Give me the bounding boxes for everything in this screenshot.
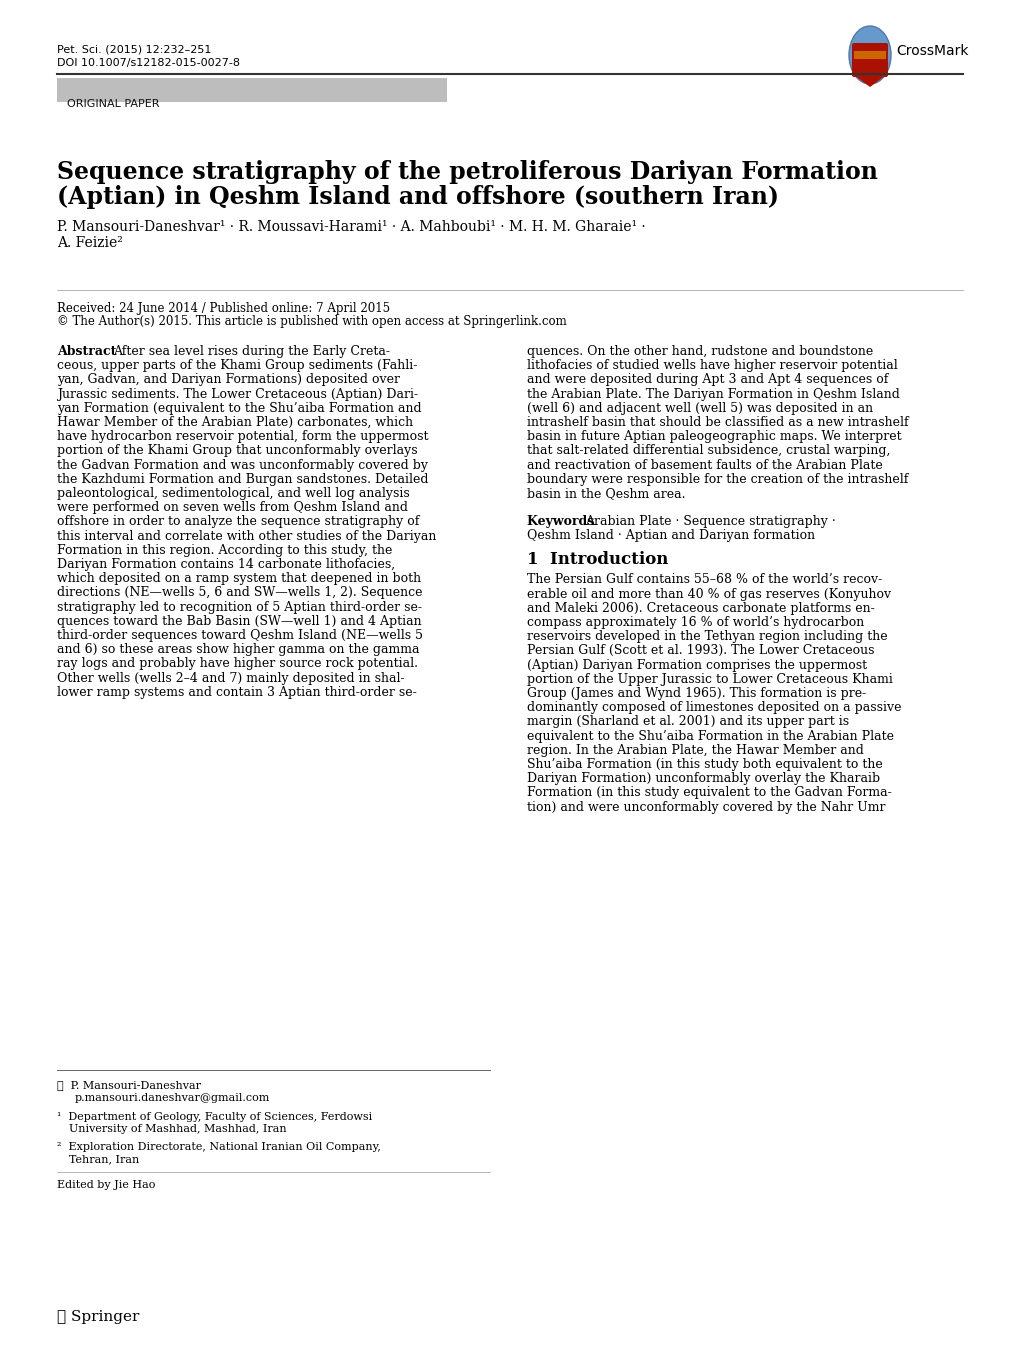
Text: (Aptian) in Qeshm Island and offshore (southern Iran): (Aptian) in Qeshm Island and offshore (s… (57, 186, 779, 209)
Text: region. In the Arabian Plate, the Hawar Member and: region. In the Arabian Plate, the Hawar … (527, 744, 863, 757)
Text: Keywords: Keywords (527, 515, 602, 528)
Text: © The Author(s) 2015. This article is published with open access at Springerlink: © The Author(s) 2015. This article is pu… (57, 314, 567, 328)
Text: and Maleki 2006). Cretaceous carbonate platforms en-: and Maleki 2006). Cretaceous carbonate p… (527, 602, 874, 615)
Text: Sequence stratigraphy of the petroliferous Dariyan Formation: Sequence stratigraphy of the petrolifero… (57, 160, 877, 184)
Text: erable oil and more than 40 % of gas reserves (Konyuhov: erable oil and more than 40 % of gas res… (527, 588, 891, 600)
Text: which deposited on a ramp system that deepened in both: which deposited on a ramp system that de… (57, 572, 421, 585)
Text: Ⓢ Springer: Ⓢ Springer (57, 1310, 140, 1324)
Text: and were deposited during Apt 3 and Apt 4 sequences of: and were deposited during Apt 3 and Apt … (527, 374, 888, 386)
Text: dominantly composed of limestones deposited on a passive: dominantly composed of limestones deposi… (527, 701, 901, 714)
Polygon shape (853, 75, 886, 87)
Bar (853, 51, 886, 60)
Text: equivalent to the Shu’aiba Formation in the Arabian Plate: equivalent to the Shu’aiba Formation in … (527, 729, 893, 743)
Text: offshore in order to analyze the sequence stratigraphy of: offshore in order to analyze the sequenc… (57, 515, 419, 528)
Text: Edited by Jie Hao: Edited by Jie Hao (57, 1180, 155, 1190)
Text: (Aptian) Dariyan Formation comprises the uppermost: (Aptian) Dariyan Formation comprises the… (527, 659, 866, 672)
Text: Persian Gulf (Scott et al. 1993). The Lower Cretaceous: Persian Gulf (Scott et al. 1993). The Lo… (527, 645, 873, 657)
Text: directions (NE—wells 5, 6 and SW—wells 1, 2). Sequence: directions (NE—wells 5, 6 and SW—wells 1… (57, 587, 422, 599)
Text: the Gadvan Formation and was unconformably covered by: the Gadvan Formation and was unconformab… (57, 458, 428, 472)
Text: lower ramp systems and contain 3 Aptian third-order se-: lower ramp systems and contain 3 Aptian … (57, 686, 417, 699)
Text: Shu’aiba Formation (in this study both equivalent to the: Shu’aiba Formation (in this study both e… (527, 757, 881, 771)
Text: yan Formation (equivalent to the Shu’aiba Formation and: yan Formation (equivalent to the Shu’aib… (57, 402, 421, 415)
Text: Arabian Plate · Sequence stratigraphy ·: Arabian Plate · Sequence stratigraphy · (585, 515, 835, 528)
Text: University of Mashhad, Mashhad, Iran: University of Mashhad, Mashhad, Iran (69, 1125, 286, 1134)
Text: boundary were responsible for the creation of the intrashelf: boundary were responsible for the creati… (527, 473, 908, 486)
Text: Formation in this region. According to this study, the: Formation in this region. According to t… (57, 543, 392, 557)
Text: p.mansouri.daneshvar@gmail.com: p.mansouri.daneshvar@gmail.com (75, 1093, 270, 1103)
Text: Formation (in this study equivalent to the Gadvan Forma-: Formation (in this study equivalent to t… (527, 786, 891, 799)
Text: paleontological, sedimentological, and well log analysis: paleontological, sedimentological, and w… (57, 486, 410, 500)
Text: Other wells (wells 2–4 and 7) mainly deposited in shal-: Other wells (wells 2–4 and 7) mainly dep… (57, 672, 405, 684)
Text: P. Mansouri-Daneshvar¹ · R. Moussavi-Harami¹ · A. Mahboubi¹ · M. H. M. Gharaie¹ : P. Mansouri-Daneshvar¹ · R. Moussavi-Har… (57, 220, 645, 234)
Text: basin in future Aptian paleogeographic maps. We interpret: basin in future Aptian paleogeographic m… (527, 430, 901, 443)
Text: margin (Sharland et al. 2001) and its upper part is: margin (Sharland et al. 2001) and its up… (527, 715, 848, 729)
Ellipse shape (848, 26, 891, 84)
Text: ²  Exploration Directorate, National Iranian Oil Company,: ² Exploration Directorate, National Iran… (57, 1142, 380, 1152)
Text: and reactivation of basement faults of the Arabian Plate: and reactivation of basement faults of t… (527, 458, 881, 472)
Text: After sea level rises during the Early Creta-: After sea level rises during the Early C… (113, 346, 389, 358)
Text: Pet. Sci. (2015) 12:232–251: Pet. Sci. (2015) 12:232–251 (57, 45, 211, 56)
Text: Received: 24 June 2014 / Published online: 7 April 2015: Received: 24 June 2014 / Published onlin… (57, 302, 389, 314)
Text: that salt-related differential subsidence, crustal warping,: that salt-related differential subsidenc… (527, 444, 890, 458)
Text: ¹  Department of Geology, Faculty of Sciences, Ferdowsi: ¹ Department of Geology, Faculty of Scie… (57, 1112, 372, 1122)
Text: Qeshm Island · Aptian and Dariyan formation: Qeshm Island · Aptian and Dariyan format… (527, 530, 814, 542)
FancyBboxPatch shape (851, 43, 888, 77)
Text: third-order sequences toward Qeshm Island (NE—wells 5: third-order sequences toward Qeshm Islan… (57, 629, 423, 642)
Text: quences toward the Bab Basin (SW—well 1) and 4 Aptian: quences toward the Bab Basin (SW—well 1)… (57, 615, 421, 627)
Text: The Persian Gulf contains 55–68 % of the world’s recov-: The Persian Gulf contains 55–68 % of the… (527, 573, 881, 587)
Text: basin in the Qeshm area.: basin in the Qeshm area. (527, 486, 685, 500)
Text: Abstract: Abstract (57, 346, 129, 358)
Text: CrossMark: CrossMark (895, 43, 968, 58)
Text: intrashelf basin that should be classified as a new intrashelf: intrashelf basin that should be classifi… (527, 416, 908, 430)
Text: lithofacies of studied wells have higher reservoir potential: lithofacies of studied wells have higher… (527, 359, 897, 373)
Text: Tehran, Iran: Tehran, Iran (69, 1154, 140, 1164)
Text: Group (James and Wynd 1965). This formation is pre-: Group (James and Wynd 1965). This format… (527, 687, 865, 701)
Text: tion) and were unconformably covered by the Nahr Umr: tion) and were unconformably covered by … (527, 801, 884, 813)
Text: were performed on seven wells from Qeshm Island and: were performed on seven wells from Qeshm… (57, 501, 408, 514)
Text: Dariyan Formation contains 14 carbonate lithofacies,: Dariyan Formation contains 14 carbonate … (57, 558, 394, 570)
Text: and 6) so these areas show higher gamma on the gamma: and 6) so these areas show higher gamma … (57, 644, 419, 656)
Text: Hawar Member of the Arabian Plate) carbonates, which: Hawar Member of the Arabian Plate) carbo… (57, 416, 413, 430)
Text: ✉  P. Mansouri-Daneshvar: ✉ P. Mansouri-Daneshvar (57, 1080, 201, 1089)
Text: the Kazhdumi Formation and Burgan sandstones. Detailed: the Kazhdumi Formation and Burgan sandst… (57, 473, 428, 486)
Text: reservoirs developed in the Tethyan region including the: reservoirs developed in the Tethyan regi… (527, 630, 887, 644)
Text: yan, Gadvan, and Dariyan Formations) deposited over: yan, Gadvan, and Dariyan Formations) dep… (57, 374, 399, 386)
Text: ceous, upper parts of the Khami Group sediments (Fahli-: ceous, upper parts of the Khami Group se… (57, 359, 417, 373)
Text: A. Feizie²: A. Feizie² (57, 236, 122, 251)
Text: ray logs and probably have higher source rock potential.: ray logs and probably have higher source… (57, 657, 418, 671)
Text: ORIGINAL PAPER: ORIGINAL PAPER (67, 99, 159, 108)
Text: Dariyan Formation) unconformably overlay the Kharaib: Dariyan Formation) unconformably overlay… (527, 772, 879, 785)
Text: portion of the Khami Group that unconformably overlays: portion of the Khami Group that unconfor… (57, 444, 417, 458)
Text: stratigraphy led to recognition of 5 Aptian third-order se-: stratigraphy led to recognition of 5 Apt… (57, 600, 422, 614)
Text: (well 6) and adjacent well (well 5) was deposited in an: (well 6) and adjacent well (well 5) was … (527, 402, 872, 415)
Text: this interval and correlate with other studies of the Dariyan: this interval and correlate with other s… (57, 530, 436, 542)
Text: 1  Introduction: 1 Introduction (527, 551, 667, 568)
Text: quences. On the other hand, rudstone and boundstone: quences. On the other hand, rudstone and… (527, 346, 872, 358)
Text: Jurassic sediments. The Lower Cretaceous (Aptian) Dari-: Jurassic sediments. The Lower Cretaceous… (57, 388, 418, 401)
Bar (57, 79, 446, 102)
Text: compass approximately 16 % of world’s hydrocarbon: compass approximately 16 % of world’s hy… (527, 617, 863, 629)
Text: portion of the Upper Jurassic to Lower Cretaceous Khami: portion of the Upper Jurassic to Lower C… (527, 673, 892, 686)
Text: DOI 10.1007/s12182-015-0027-8: DOI 10.1007/s12182-015-0027-8 (57, 58, 239, 68)
Text: the Arabian Plate. The Dariyan Formation in Qeshm Island: the Arabian Plate. The Dariyan Formation… (527, 388, 899, 401)
Text: have hydrocarbon reservoir potential, form the uppermost: have hydrocarbon reservoir potential, fo… (57, 430, 428, 443)
